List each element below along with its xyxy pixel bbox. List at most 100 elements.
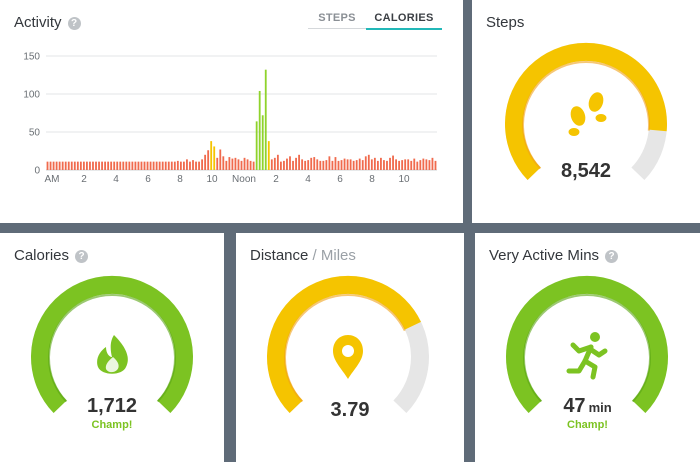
- bar: [49, 161, 52, 170]
- bar: [46, 161, 49, 170]
- bar: [201, 159, 204, 170]
- bar: [352, 160, 355, 170]
- x-tick-label: 8: [369, 174, 375, 185]
- bar: [364, 156, 367, 170]
- bar: [89, 161, 91, 170]
- distance-tile: Distance / Miles 3.79: [236, 233, 464, 462]
- bar: [434, 160, 437, 170]
- bar: [137, 161, 140, 170]
- activity-tile: Activity? STEPS CALORIES 0 50 100 150 AM 2 4 6 8…: [0, 0, 463, 223]
- activity-tabs: STEPS CALORIES: [308, 10, 442, 30]
- steps-gauge[interactable]: [498, 42, 674, 202]
- runner-icon: [566, 332, 608, 380]
- calories-tile: Calories? 1,712 Champ!: [0, 233, 224, 462]
- distance-gauge[interactable]: [260, 275, 436, 435]
- bar: [222, 156, 225, 170]
- bar: [407, 159, 410, 170]
- bar: [346, 159, 349, 170]
- bar: [186, 159, 188, 170]
- calories-header: Calories?: [14, 247, 89, 264]
- bar: [389, 157, 391, 170]
- y-tick-label: 150: [23, 52, 40, 63]
- steps-header: Steps: [486, 14, 524, 31]
- bar: [155, 161, 158, 170]
- bar: [86, 161, 88, 170]
- tab-calories[interactable]: CALORIES: [366, 10, 442, 30]
- bar: [276, 154, 279, 170]
- bar: [392, 155, 394, 170]
- bar: [149, 161, 152, 170]
- bar: [270, 159, 273, 170]
- bar: [146, 161, 149, 170]
- bar: [298, 154, 300, 170]
- help-icon[interactable]: ?: [75, 250, 89, 263]
- bar: [322, 160, 325, 170]
- bar: [316, 159, 319, 170]
- bar: [167, 161, 170, 170]
- bar: [207, 150, 210, 170]
- x-tick-label: 6: [145, 174, 151, 185]
- bar: [383, 160, 385, 170]
- bar: [228, 157, 231, 170]
- bar: [325, 160, 328, 170]
- calories-gauge[interactable]: [24, 275, 200, 435]
- bar: [125, 161, 128, 170]
- bar: [210, 141, 213, 170]
- active-mins-gauge[interactable]: [499, 275, 675, 435]
- bar: [404, 159, 407, 170]
- bar: [422, 158, 425, 170]
- x-tick-label: 10: [206, 174, 218, 185]
- bar: [219, 149, 222, 170]
- distance-title: Distance: [250, 247, 309, 264]
- bar: [122, 161, 125, 170]
- bar: [158, 161, 161, 170]
- x-tick-label: AM: [45, 174, 60, 185]
- bar: [195, 161, 197, 170]
- distance-unit-label: / Miles: [312, 247, 356, 264]
- active-mins-number: 47: [563, 395, 586, 417]
- bar: [243, 157, 246, 170]
- bar: [286, 158, 288, 170]
- tab-steps[interactable]: STEPS: [308, 10, 366, 29]
- bar: [398, 160, 401, 170]
- bar: [107, 161, 110, 170]
- bar: [128, 161, 131, 170]
- bar: [413, 158, 416, 170]
- x-tick-label: 2: [81, 174, 87, 185]
- bar: [328, 156, 331, 170]
- x-tick-label: 10: [398, 174, 410, 185]
- bar: [380, 157, 382, 170]
- help-icon[interactable]: ?: [67, 17, 81, 30]
- bar: [143, 161, 146, 170]
- active-mins-title: Very Active Mins: [489, 247, 600, 264]
- bar: [355, 160, 358, 170]
- bar: [116, 161, 119, 170]
- bar: [183, 161, 185, 170]
- bar: [95, 161, 97, 170]
- bar: [192, 160, 194, 170]
- active-mins-header: Very Active Mins?: [489, 247, 619, 264]
- bar: [152, 161, 155, 170]
- bar: [304, 160, 307, 170]
- bar: [246, 159, 249, 170]
- bar: [425, 159, 428, 170]
- bar: [431, 157, 434, 170]
- steps-title: Steps: [486, 14, 525, 31]
- help-icon[interactable]: ?: [605, 250, 619, 263]
- y-tick-label: 0: [34, 166, 40, 177]
- bar: [52, 161, 55, 170]
- bar: [337, 160, 340, 170]
- bar: [361, 160, 364, 170]
- bar: [164, 161, 167, 170]
- bar: [401, 160, 404, 170]
- bar: [395, 159, 397, 170]
- y-tick-label: 50: [29, 128, 41, 139]
- bar: [234, 157, 237, 170]
- active-mins-value: 47 min: [475, 395, 700, 418]
- bar: [98, 161, 100, 170]
- active-mins-unit: min: [588, 400, 612, 415]
- bar: [170, 161, 173, 170]
- x-tick-label: 4: [113, 174, 119, 185]
- bar: [189, 161, 191, 170]
- x-tick-label: 4: [305, 174, 311, 185]
